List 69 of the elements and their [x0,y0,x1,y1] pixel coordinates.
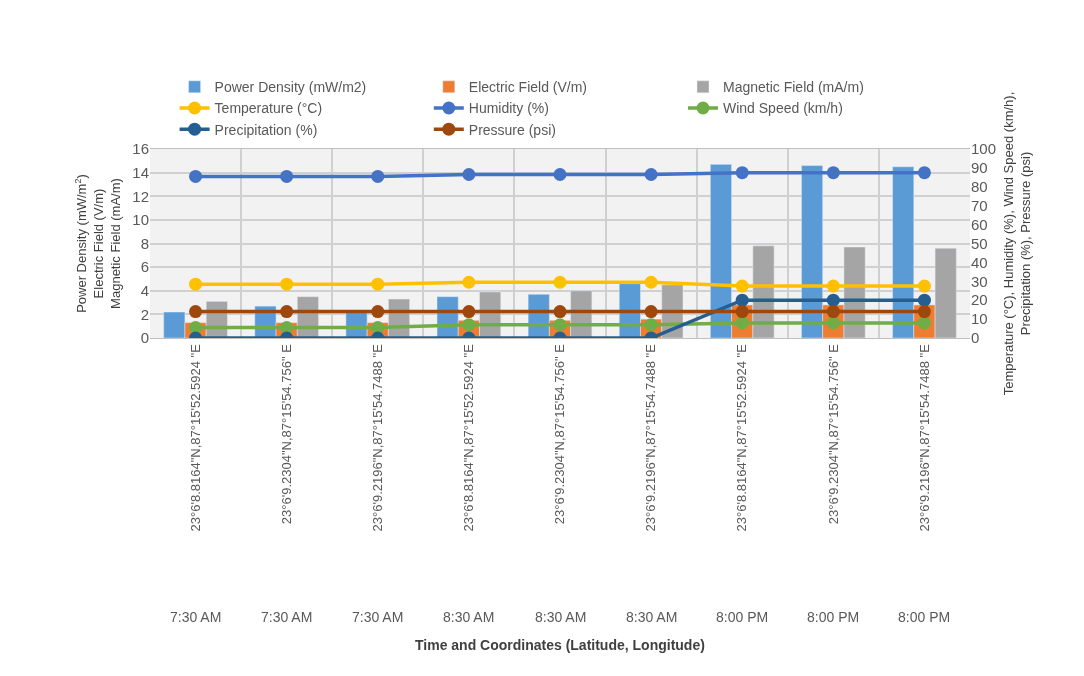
point [189,305,203,319]
point [917,305,931,319]
point [917,166,931,180]
y2-tick-label: 70 [971,196,988,214]
point [462,305,476,319]
point [280,277,294,291]
point [735,293,749,307]
y-tick-label: 4 [140,282,149,299]
point [462,275,476,289]
point [280,169,294,183]
legend-label: Power Density (mW/m2) [214,79,367,96]
y-tick-label: 2 [140,305,149,323]
point [189,169,203,183]
legend-label: Magnetic Field (mA/m) [723,79,864,96]
y2-tick-label: 40 [971,253,988,271]
y2-tick-label: 100 [971,140,997,158]
legend-label: Electric Field (V/m) [468,79,588,96]
point [644,305,658,319]
category-label: 23°6'9.2304"N,87°15'54.756" E 8:00 PM [807,344,860,625]
legend-label: Humidity (%) [468,100,549,117]
point [826,293,840,307]
category-label: 23°6'8.8164"N,87°15'52.5924 "E 7:30 AM [170,344,222,625]
point [644,275,658,289]
y2-tick-label: 60 [971,215,988,233]
y-tick-label: 0 [140,329,149,347]
category-label: 23°6'9.2196"N,87°15'54.7488 "E 7:30 AM [352,344,404,625]
point [280,305,294,319]
point [917,279,931,293]
legend-label: Precipitation (%) [214,121,318,138]
legend-label: Wind Speed (km/h) [723,100,843,117]
y2-tick-label: 50 [971,234,988,252]
y-tick-label: 8 [140,234,149,252]
point [553,305,567,319]
category-label: 23°6'9.2196"N,87°15'54.7488 "E 8:00 PM [898,344,951,625]
point [644,168,658,182]
point [371,277,385,291]
category-label: 23°6'8.8164"N,87°15'52.5924 "E 8:30 AM [443,344,495,625]
point [371,169,385,183]
point [735,305,749,319]
point [371,305,385,319]
y2-axis-title: Temperature (°C), Humidity (%), Wind Speed (km/h), Precipitation (%), Pressure (psi) [1000,91,1033,396]
point [553,275,567,289]
y-tick-label: 10 [132,211,149,229]
point [917,293,931,307]
legend-label: Pressure (psi) [468,121,556,138]
text: Time and Coordinates (Latitude, Longitude) [415,637,705,653]
point [826,166,840,180]
y-tick-label: 14 [132,163,149,181]
y2-tick-label: 0 [971,329,980,347]
point [826,279,840,293]
point [189,277,203,291]
y-tick-label: 6 [140,258,149,276]
category-label: 23°6'8.8164"N,87°15'52.5924 "E 8:00 PM [716,344,769,625]
category-label: 23°6'9.2304"N,87°15'54.756" E 7:30 AM [261,344,313,625]
point [826,305,840,319]
y2-tick-label: 90 [971,159,988,177]
point [553,168,567,182]
legend-label: Temperature (°C) [214,100,323,117]
y2-tick-label: 20 [971,291,988,309]
point [735,166,749,180]
category-label: 23°6'9.2304"N,87°15'54.756" E 8:30 AM [535,344,587,625]
point [462,168,476,182]
y2-tick-label: 10 [971,310,988,328]
point [735,279,749,293]
y-tick-label: 16 [132,140,149,158]
y2-tick-label: 30 [971,272,988,290]
y2-tick-label: 80 [971,178,988,196]
category-label: 23°6'9.2196"N,87°15'54.7488 "E 8:30 AM [626,344,678,625]
y-tick-label: 12 [132,187,149,205]
